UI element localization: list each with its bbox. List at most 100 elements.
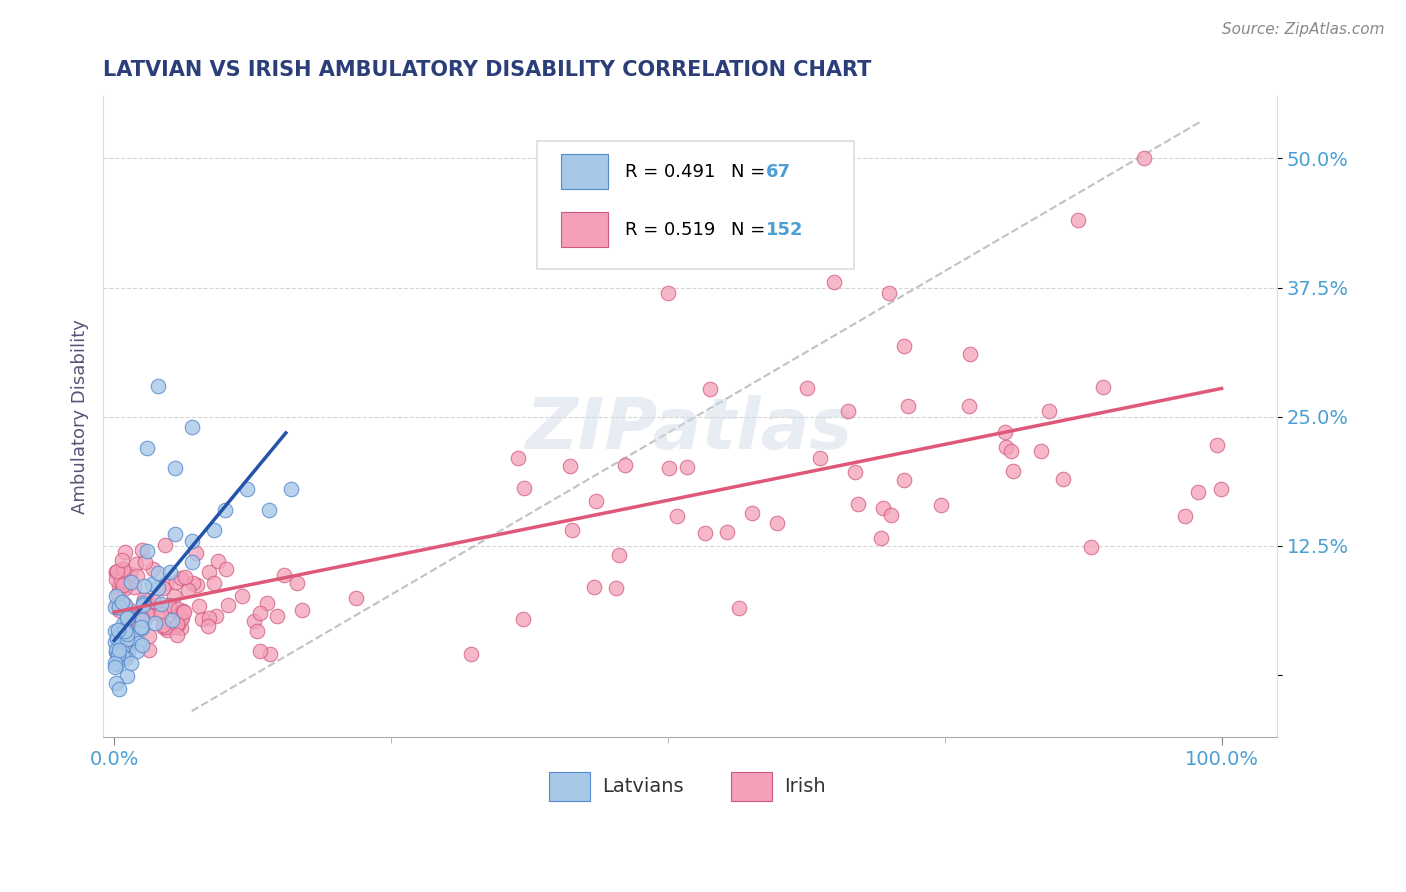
Point: [173, 605, 195, 619]
Point: [929, 498, 952, 512]
Point: [166, 616, 188, 631]
Point: [108, 629, 131, 643]
Point: [131, 638, 153, 652]
Point: [1092, 380, 1115, 394]
Point: [614, 458, 637, 473]
Point: [124, 607, 146, 622]
Point: [167, 602, 190, 616]
Point: [893, 339, 915, 353]
Point: [104, 635, 127, 649]
Point: [105, 597, 128, 611]
Point: [959, 347, 981, 361]
Text: R = 0.519: R = 0.519: [626, 220, 716, 239]
Point: [114, 545, 136, 559]
Point: [114, 650, 136, 665]
Point: [104, 624, 127, 639]
Point: [107, 623, 129, 637]
Point: [111, 650, 134, 665]
Point: [104, 643, 127, 657]
Point: [138, 643, 160, 657]
Point: [880, 508, 903, 522]
Point: [136, 441, 159, 455]
Point: [111, 616, 134, 631]
Point: [460, 648, 482, 662]
Text: 67: 67: [766, 163, 792, 181]
Text: Irish: Irish: [785, 777, 825, 796]
Point: [837, 404, 859, 418]
Point: [131, 621, 153, 635]
Point: [110, 573, 132, 587]
Point: [1174, 509, 1197, 524]
Point: [111, 553, 134, 567]
Point: [558, 458, 581, 473]
Point: [165, 575, 187, 590]
Point: [561, 523, 583, 537]
Point: [152, 620, 174, 634]
Point: [1066, 213, 1088, 227]
Point: [844, 465, 866, 479]
Point: [131, 610, 153, 624]
Point: [105, 632, 128, 646]
Point: [108, 626, 131, 640]
Point: [138, 629, 160, 643]
Text: ZIPatlas: ZIPatlas: [526, 395, 853, 464]
Point: [105, 565, 128, 579]
Point: [994, 440, 1017, 454]
Point: [108, 642, 131, 657]
Point: [115, 632, 138, 647]
Point: [117, 578, 139, 592]
Point: [136, 593, 159, 607]
Point: [846, 497, 869, 511]
FancyBboxPatch shape: [550, 772, 591, 801]
Point: [111, 644, 134, 658]
Point: [285, 576, 308, 591]
Point: [1080, 540, 1102, 554]
Point: [114, 598, 136, 612]
Point: [346, 591, 368, 606]
Point: [256, 596, 278, 610]
Point: [125, 644, 148, 658]
Point: [180, 555, 202, 569]
Point: [107, 601, 129, 615]
Point: [676, 460, 699, 475]
Point: [152, 617, 174, 632]
Point: [149, 607, 172, 622]
Point: [141, 577, 163, 591]
Point: [1209, 482, 1232, 496]
Point: [117, 610, 139, 624]
Point: [112, 596, 135, 610]
Point: [125, 569, 148, 583]
Point: [111, 595, 134, 609]
Point: [128, 615, 150, 629]
Point: [122, 580, 145, 594]
Point: [153, 538, 176, 552]
Point: [107, 648, 129, 662]
Point: [108, 602, 131, 616]
Point: [118, 619, 141, 633]
Point: [259, 648, 281, 662]
Y-axis label: Ambulatory Disability: Ambulatory Disability: [72, 319, 89, 514]
Point: [236, 482, 259, 496]
FancyBboxPatch shape: [731, 772, 772, 801]
Point: [155, 620, 177, 634]
Point: [108, 681, 131, 696]
Point: [138, 608, 160, 623]
Point: [172, 604, 194, 618]
Point: [583, 580, 606, 594]
Point: [117, 618, 139, 632]
Point: [191, 612, 214, 626]
Point: [207, 554, 229, 568]
Point: [156, 623, 179, 637]
Point: [105, 657, 128, 671]
Point: [512, 612, 534, 626]
Point: [198, 565, 221, 579]
Point: [186, 546, 208, 560]
Point: [112, 578, 135, 592]
Point: [170, 611, 193, 625]
Point: [148, 378, 170, 392]
Point: [186, 577, 208, 591]
FancyBboxPatch shape: [537, 141, 855, 269]
Point: [120, 656, 142, 670]
Point: [112, 582, 135, 596]
Point: [160, 613, 183, 627]
